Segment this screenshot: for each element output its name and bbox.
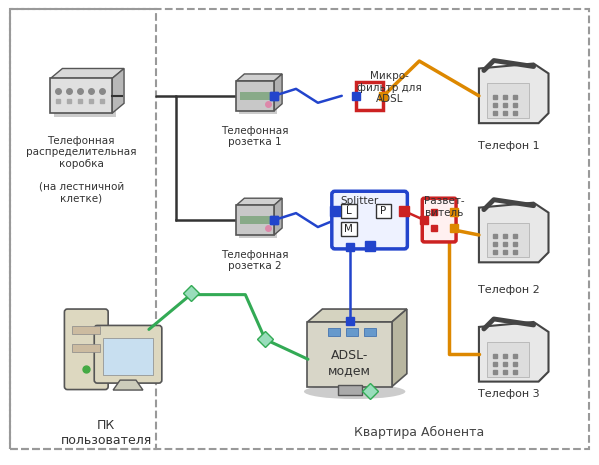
Bar [356, 82, 383, 110]
Polygon shape [112, 68, 124, 113]
Text: Квартира Абонента: Квартира Абонента [354, 425, 485, 439]
Text: Телефон 3: Телефон 3 [478, 389, 540, 399]
Text: L: L [346, 206, 352, 216]
Bar [240, 92, 270, 100]
Text: ПК
пользователя: ПК пользователя [60, 419, 152, 447]
FancyBboxPatch shape [94, 326, 162, 383]
Bar [237, 81, 274, 111]
Text: Телефонная
розетка 2: Телефонная розетка 2 [222, 250, 289, 272]
Ellipse shape [481, 348, 546, 370]
Polygon shape [237, 74, 282, 81]
Text: P: P [380, 206, 386, 216]
Text: Телефон 1: Телефон 1 [478, 140, 540, 151]
Bar [346, 328, 358, 336]
Text: ADSL-
модем: ADSL- модем [328, 349, 371, 377]
Bar [72, 344, 100, 352]
Polygon shape [392, 309, 407, 386]
Bar [364, 328, 376, 336]
Polygon shape [50, 68, 124, 79]
FancyBboxPatch shape [240, 84, 277, 114]
FancyBboxPatch shape [332, 191, 407, 249]
FancyBboxPatch shape [240, 208, 277, 238]
Bar [376, 204, 392, 218]
Polygon shape [479, 203, 549, 262]
Text: Развет-
витель: Развет- витель [424, 196, 464, 218]
Bar [72, 326, 100, 334]
Ellipse shape [304, 384, 406, 399]
Bar [237, 205, 274, 235]
Polygon shape [274, 198, 282, 235]
Bar [307, 322, 392, 386]
Polygon shape [113, 380, 143, 390]
Text: Телефонная
распределительная
коробка

(на лестничной
клетке): Телефонная распределительная коробка (на… [26, 136, 137, 204]
Ellipse shape [481, 90, 546, 112]
Polygon shape [479, 322, 549, 382]
Polygon shape [307, 309, 407, 322]
Bar [338, 385, 362, 394]
FancyBboxPatch shape [422, 198, 456, 242]
Bar [487, 83, 529, 118]
FancyBboxPatch shape [55, 82, 116, 117]
Ellipse shape [481, 229, 546, 251]
Text: M: M [344, 224, 353, 234]
FancyBboxPatch shape [65, 309, 108, 390]
Bar [487, 342, 529, 377]
Bar [328, 328, 340, 336]
Polygon shape [274, 74, 282, 111]
Bar [10, 9, 156, 449]
Bar [341, 222, 356, 236]
Bar [240, 216, 270, 224]
Text: Splitter: Splitter [340, 196, 379, 206]
Text: Телефонная
розетка 1: Телефонная розетка 1 [222, 126, 289, 147]
Bar [103, 339, 153, 375]
Text: Микро-
фильтр для
ADSL: Микро- фильтр для ADSL [357, 71, 422, 104]
Bar [341, 204, 356, 218]
Polygon shape [237, 198, 282, 205]
Bar [50, 79, 112, 113]
Polygon shape [479, 64, 549, 123]
Bar [487, 223, 529, 257]
Text: Телефон 2: Телефон 2 [478, 285, 540, 295]
